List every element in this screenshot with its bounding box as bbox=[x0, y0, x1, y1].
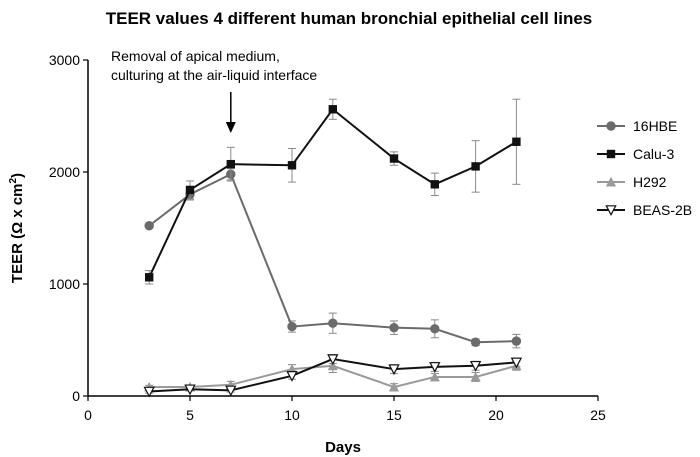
data-point bbox=[470, 371, 481, 382]
series-beas-2b bbox=[143, 354, 523, 398]
data-point bbox=[287, 321, 297, 332]
legend-marker bbox=[606, 149, 616, 159]
x-tick-label: 25 bbox=[590, 407, 606, 423]
x-axis-label: Days bbox=[325, 439, 361, 456]
legend-item: Calu-3 bbox=[597, 146, 674, 162]
data-point bbox=[469, 360, 482, 372]
data-point bbox=[389, 154, 399, 163]
annotation-line-1: Removal of apical medium, bbox=[111, 48, 280, 64]
y-axis-label-superscript: 2 bbox=[8, 178, 19, 184]
legend-marker bbox=[605, 205, 617, 216]
data-point bbox=[429, 371, 440, 382]
data-point bbox=[225, 385, 237, 397]
data-point bbox=[144, 221, 154, 231]
data-point bbox=[430, 324, 440, 334]
data-point bbox=[286, 371, 298, 382]
legend-item: H292 bbox=[597, 174, 667, 190]
data-point bbox=[327, 360, 338, 371]
data-point bbox=[226, 159, 235, 169]
data-point bbox=[388, 364, 400, 376]
y-tick-label: 2000 bbox=[49, 164, 80, 180]
data-point bbox=[510, 357, 523, 369]
data-point bbox=[328, 318, 338, 328]
y-axis-label-suffix: ) bbox=[9, 173, 26, 178]
legend-marker bbox=[605, 176, 617, 187]
legend-item: BEAS-2B bbox=[597, 202, 692, 218]
series-line bbox=[148, 107, 517, 278]
y-ticks: 0 1000 2000 3000 bbox=[49, 52, 88, 404]
data-point bbox=[429, 362, 441, 373]
y-axis-label-main: TEER (Ω x cm bbox=[9, 184, 26, 284]
data-point bbox=[430, 180, 439, 189]
x-tick-label: 0 bbox=[84, 407, 92, 423]
y-tick-label: 3000 bbox=[49, 52, 80, 68]
chart-title: TEER values 4 different human bronchial … bbox=[106, 9, 593, 28]
x-tick-label: 20 bbox=[488, 407, 504, 423]
data-point bbox=[145, 273, 154, 282]
legend: 16HBE Calu-3 H292 BEAS-2B bbox=[597, 118, 692, 218]
data-point bbox=[328, 105, 337, 114]
data-point bbox=[511, 336, 522, 346]
data-point bbox=[287, 161, 297, 170]
y-tick-label: 0 bbox=[72, 388, 80, 404]
data-point bbox=[389, 322, 399, 333]
y-tick-label: 1000 bbox=[49, 276, 80, 292]
annotation-arrow-head bbox=[225, 122, 236, 133]
data-point bbox=[470, 337, 481, 347]
x-tick-label: 15 bbox=[386, 407, 402, 423]
legend-label: BEAS-2B bbox=[633, 202, 692, 218]
x-tick-label: 10 bbox=[284, 407, 300, 423]
legend-marker bbox=[606, 121, 616, 131]
data-point bbox=[471, 162, 480, 171]
data-point bbox=[327, 354, 339, 366]
data-point bbox=[388, 381, 400, 392]
axes bbox=[87, 60, 598, 397]
data-point bbox=[512, 137, 521, 146]
y-axis-label: TEER (Ω x cm2) bbox=[8, 173, 26, 283]
data-point bbox=[184, 384, 196, 396]
data-point bbox=[143, 386, 155, 398]
legend-item: 16HBE bbox=[597, 118, 677, 134]
series-calu-3 bbox=[145, 98, 521, 285]
plot-area bbox=[143, 98, 523, 398]
annotation: Removal of apical medium, culturing at t… bbox=[111, 48, 317, 133]
data-point bbox=[185, 185, 195, 195]
legend-label: Calu-3 bbox=[633, 146, 674, 162]
x-tick-label: 5 bbox=[186, 407, 194, 423]
x-ticks: 0 5 10 15 20 25 bbox=[84, 396, 606, 423]
annotation-line-2: culturing at the air-liquid interface bbox=[111, 67, 317, 83]
legend-label: H292 bbox=[633, 174, 667, 190]
legend-label: 16HBE bbox=[633, 118, 677, 134]
series-16hbe bbox=[144, 168, 522, 349]
